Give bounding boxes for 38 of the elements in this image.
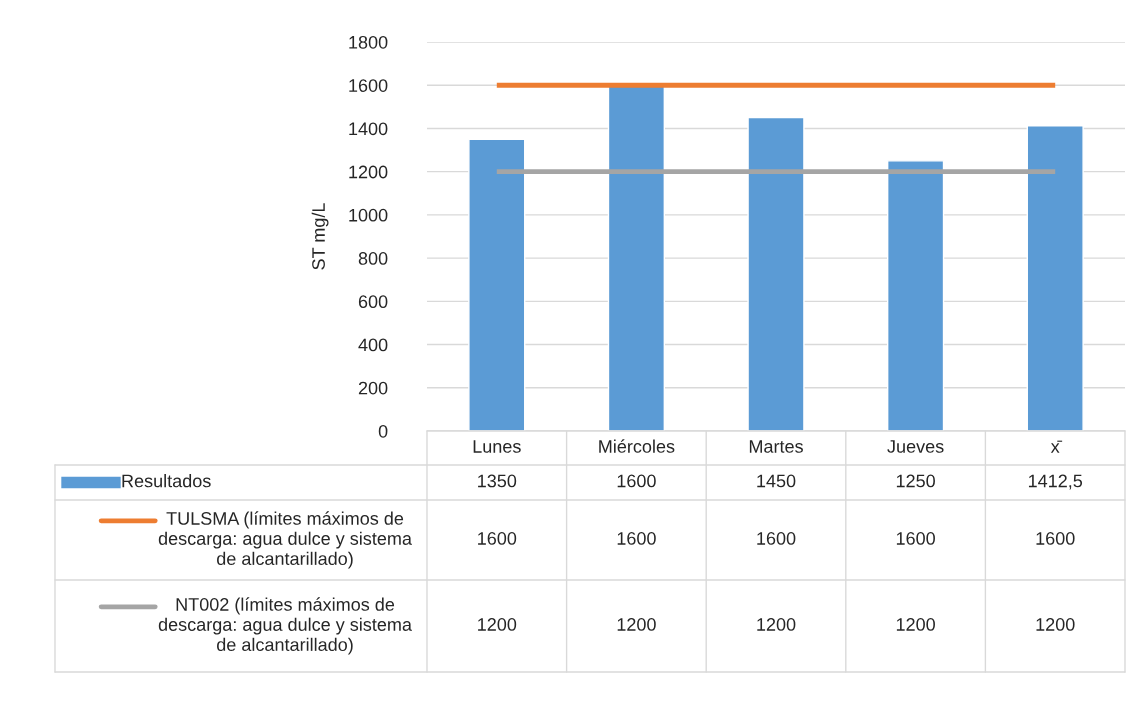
data-label: 1350 — [478, 474, 517, 488]
data-label: 1600 — [1036, 532, 1075, 545]
data-label: 1250 — [896, 474, 935, 488]
data-label: 1600 — [896, 532, 935, 545]
x-tick-label: x̄ — [1050, 440, 1063, 453]
data-label: 1200 — [896, 618, 935, 631]
bar — [1026, 125, 1084, 431]
legend-label: NT002 (límites máximos de descarga: agua dulce y sistema de alcantarillado) — [158, 597, 412, 655]
bar — [747, 116, 805, 431]
data-label: 1200 — [617, 618, 656, 631]
data-label: 1200 — [478, 618, 517, 631]
y-tick-label: 1800 — [349, 35, 388, 49]
y-tick-label: 1600 — [349, 79, 388, 92]
data-label: 1200 — [757, 618, 796, 631]
data-label: 1200 — [1036, 618, 1075, 631]
y-tick-label: 200 — [358, 381, 388, 395]
data-label: 1450 — [757, 474, 796, 488]
y-tick-label: 600 — [358, 295, 388, 309]
data-label: 1600 — [757, 532, 796, 545]
data-label: 1600 — [617, 474, 656, 488]
y-tick-label: 0 — [378, 424, 388, 438]
data-label: 1600 — [617, 532, 656, 545]
bar — [468, 138, 526, 431]
y-tick-label: 1000 — [349, 208, 388, 222]
x-tick-label: Lunes — [473, 440, 521, 453]
legend-label: TULSMA (límites máximos de descarga: agua dulce y sistema de alcantarillado) — [158, 511, 412, 569]
y-tick-label: 1200 — [349, 165, 388, 179]
x-tick-label: Jueves — [887, 440, 944, 453]
y-tick-label: 1400 — [349, 122, 388, 136]
legend-label: Resultados — [122, 474, 211, 488]
y-tick-label: 400 — [358, 338, 388, 352]
bar — [886, 160, 945, 431]
x-tick-label: Miércoles — [599, 439, 675, 453]
y-axis-title: ST mg/L — [311, 203, 329, 270]
data-label: 1600 — [478, 532, 517, 545]
y-tick-label: 800 — [358, 252, 388, 265]
data-label: 1412,5 — [1028, 474, 1083, 490]
x-tick-label: Martes — [749, 440, 803, 453]
